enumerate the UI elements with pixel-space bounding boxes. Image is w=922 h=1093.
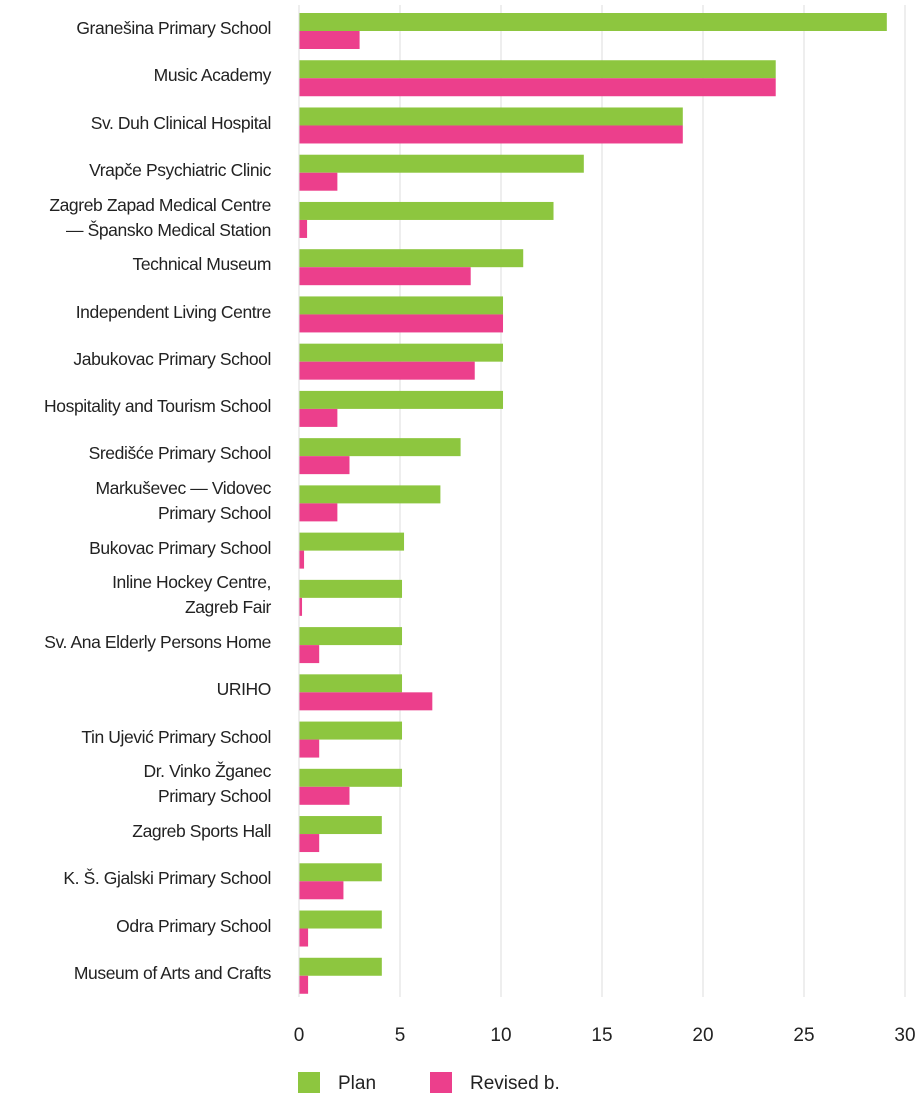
bar <box>299 816 382 835</box>
y-tick-label: Technical Museum <box>132 254 271 275</box>
bar <box>299 834 320 853</box>
y-tick-label: Jabukovac Primary School <box>73 348 271 369</box>
bar <box>299 456 350 475</box>
y-tick-label: Vrapče Psychiatric Clinic <box>89 159 271 180</box>
bar <box>299 438 461 457</box>
y-tick-label: Granešina Primary School <box>76 18 271 39</box>
bar <box>299 154 584 173</box>
y-tick-label: URIHO <box>216 679 272 700</box>
y-tick-label: Dr. Vinko Žganec Primary School <box>143 761 271 807</box>
x-tick-label: 15 <box>591 1025 612 1046</box>
bar <box>299 503 338 522</box>
bar <box>299 107 683 126</box>
y-tick-label: Markuševec — Vidovec Primary School <box>95 478 271 523</box>
bar <box>299 881 344 900</box>
bar <box>299 60 776 79</box>
bar <box>299 125 683 144</box>
bar <box>299 532 405 551</box>
bar <box>299 739 320 758</box>
y-tick-label: Museum of Arts and Crafts <box>73 962 272 983</box>
x-tick-label: 30 <box>894 1025 915 1046</box>
bar <box>299 786 350 805</box>
bar <box>299 314 504 333</box>
bar <box>299 674 403 693</box>
legend-label: Plan <box>338 1073 376 1093</box>
bar <box>299 645 320 664</box>
y-tick-label: Odra Primary School <box>116 915 271 936</box>
x-tick-label: 10 <box>490 1025 511 1046</box>
bar <box>299 928 309 947</box>
bar <box>299 485 441 504</box>
bar <box>299 627 403 646</box>
y-tick-label: Independent Living Centre <box>75 301 272 322</box>
bar <box>299 692 433 711</box>
y-tick-label: K. Š. Gjalski Primary School <box>63 868 271 889</box>
bar <box>299 13 887 31</box>
bar <box>299 957 382 976</box>
bar <box>299 361 475 380</box>
bar <box>299 579 403 598</box>
legend-swatch <box>298 1072 320 1093</box>
y-tick-label: Hospitality and Tourism School <box>44 396 271 416</box>
y-tick-label: Sv. Ana Elderly Persons Home <box>44 632 271 653</box>
bar <box>299 975 309 994</box>
bar <box>299 550 305 569</box>
x-tick-label: 5 <box>395 1025 406 1046</box>
y-tick-label: Music Academy <box>153 65 272 86</box>
bar <box>299 863 382 882</box>
bar <box>299 910 382 929</box>
bar <box>299 408 338 427</box>
bar <box>299 343 504 362</box>
y-tick-label: Inline Hockey Centre, Zagreb Fair <box>112 572 271 618</box>
bar <box>299 390 504 409</box>
bar <box>299 597 303 616</box>
bar <box>299 267 471 286</box>
y-tick-label: Zagreb Zapad Medical Centre — Špansko Me… <box>49 194 271 240</box>
y-tick-label: Sv. Duh Clinical Hospital <box>90 112 272 133</box>
y-tick-label: Središće Primary School <box>88 443 272 464</box>
bar <box>299 768 403 787</box>
x-tick-label: 0 <box>294 1025 305 1046</box>
y-tick-label: Tin Ujević Primary School <box>81 726 271 747</box>
bar <box>299 219 308 238</box>
bar <box>299 78 776 97</box>
bar <box>299 172 338 191</box>
bar <box>299 296 504 315</box>
y-tick-label: Bukovac Primary School <box>89 537 271 558</box>
bar <box>299 31 360 49</box>
bar <box>299 201 554 220</box>
legend-label: Revised b. <box>470 1073 560 1093</box>
bar <box>299 249 524 268</box>
x-tick-label: 25 <box>793 1025 814 1046</box>
bar <box>299 721 403 740</box>
x-tick-label: 20 <box>692 1025 713 1046</box>
legend-swatch <box>430 1072 452 1093</box>
y-tick-label: Zagreb Sports Hall <box>132 821 271 842</box>
